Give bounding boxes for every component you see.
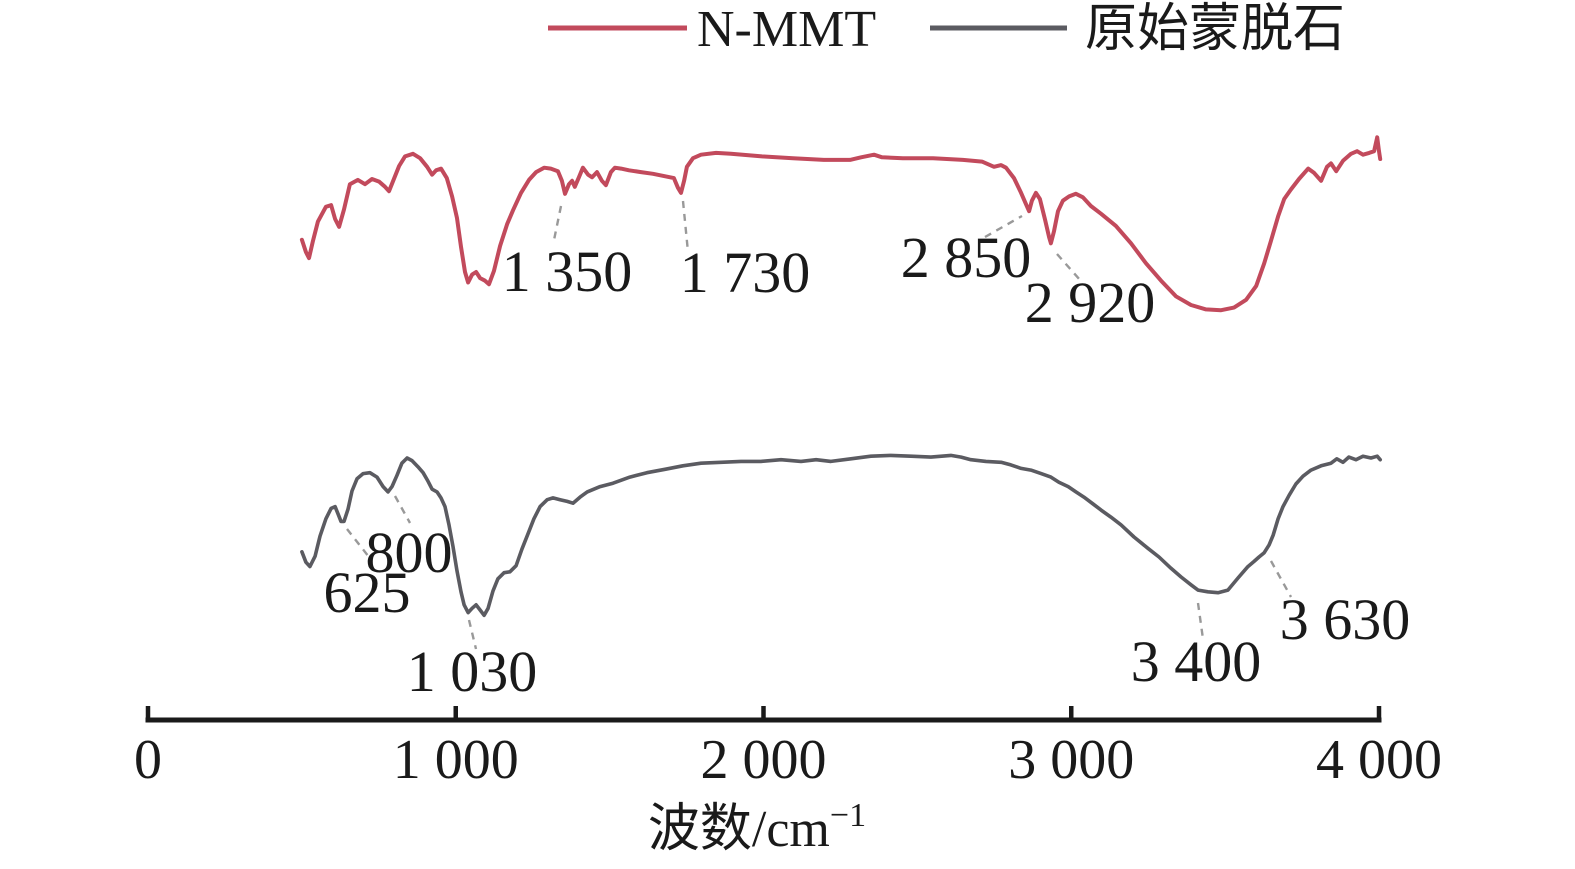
x-axis-tick-label: 1 000 xyxy=(393,729,519,791)
x-axis-tick-labels: 0 1 000 2 000 3 000 4 000 xyxy=(134,729,1442,791)
peak-annotation-label: 3 400 xyxy=(1131,629,1262,694)
x-axis-title: 波数/cm−1 xyxy=(648,797,866,858)
peak-annotation-label: 625 xyxy=(324,560,411,625)
peak-leader-line xyxy=(346,528,370,558)
x-axis xyxy=(145,706,1382,723)
peak-leader-line xyxy=(552,205,563,241)
peak-leader-line xyxy=(1056,253,1081,281)
curves-layer xyxy=(299,135,1383,618)
peak-leader-line xyxy=(467,619,478,650)
legend: N-MMT 原始蒙脱石 xyxy=(548,1,1345,58)
legend-label-raw-montmorillonite: 原始蒙脱石 xyxy=(1085,1,1345,58)
curve-n-mmt xyxy=(299,135,1383,313)
curve-raw-montmorillonite xyxy=(300,453,1382,618)
peak-annotation-label: 2 850 xyxy=(901,225,1032,290)
peak-annotation-label: 1 030 xyxy=(407,639,538,704)
peak-leader-line xyxy=(393,495,412,524)
peak-annotation-label: 2 920 xyxy=(1025,270,1156,335)
peak-annotation-label: 1 350 xyxy=(502,239,633,304)
x-axis-tick-label: 2 000 xyxy=(701,729,827,791)
peak-annotation-label: 3 630 xyxy=(1280,587,1411,652)
peak-annotation-label: 800 xyxy=(366,520,453,585)
legend-label-n-mmt: N-MMT xyxy=(697,1,876,58)
peak-annotation-label: 1 730 xyxy=(680,240,811,305)
peak-leader-line xyxy=(1269,560,1293,598)
peak-leader-line xyxy=(1196,602,1205,640)
peak-leader-line xyxy=(681,200,690,253)
x-axis-tick-label: 3 000 xyxy=(1008,729,1134,791)
x-axis-tick-label: 4 000 xyxy=(1316,729,1442,791)
x-axis-tick-label: 0 xyxy=(134,729,162,791)
